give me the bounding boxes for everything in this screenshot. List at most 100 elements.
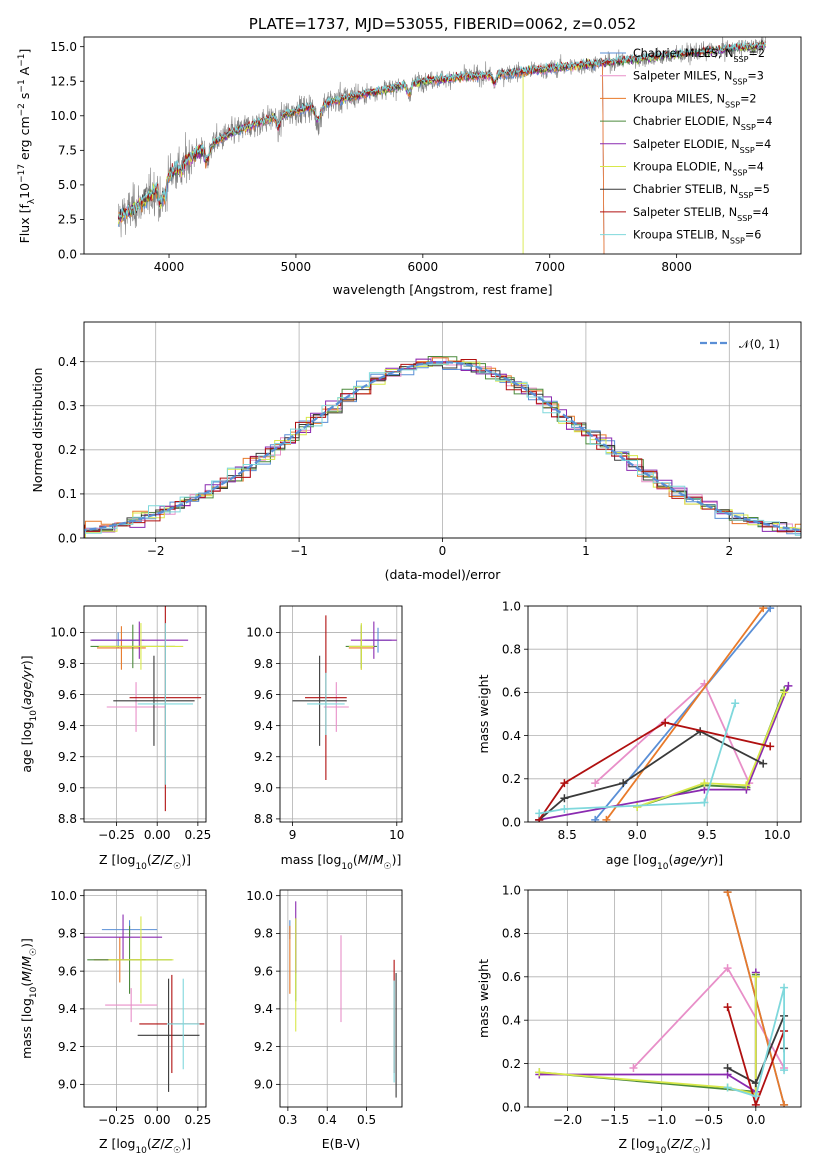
plot-area <box>535 606 793 822</box>
x-tick-label: 8.5 <box>558 828 577 842</box>
label-part: =4 <box>747 161 764 174</box>
weight-line-kroupa_elodie <box>539 976 757 1096</box>
x-tick-label: 7000 <box>534 260 565 274</box>
y-tick-label: 0.6 <box>502 686 521 700</box>
x-axis-label: E(B-V) <box>322 1136 361 1151</box>
y-tick-label: 9.0 <box>58 781 77 795</box>
label-part: −17 <box>17 164 27 183</box>
weight-marker-kroupa_stelib <box>731 699 740 708</box>
label-part: SSP <box>730 236 745 245</box>
y-tick-label: 9.6 <box>58 688 77 702</box>
y-tick-label: 9.4 <box>58 719 77 733</box>
y-tick-label: 0.4 <box>58 355 77 369</box>
y-tick-label: 9.0 <box>254 1078 273 1092</box>
label-part: age/yr <box>19 664 34 705</box>
label-part: s <box>17 93 32 104</box>
label-part: ( <box>666 1136 671 1151</box>
y-tick-label: 0.8 <box>502 643 521 657</box>
weight-marker-kroupa_elodie <box>780 688 789 697</box>
label-part: Salpeter MILES, N <box>633 70 732 83</box>
x-tick-label: 0.0 <box>746 1113 765 1127</box>
y-tick-label: 10.0 <box>246 626 273 640</box>
y-tick-label: 9.8 <box>254 657 273 671</box>
label-part: Chabrier MILES, N <box>633 47 733 60</box>
label-part: age [log <box>19 721 34 772</box>
x-tick-label: 0.3 <box>278 1113 297 1127</box>
weight-line-kroupa_elodie <box>636 692 786 808</box>
y-tick-label: 10.0 <box>50 626 77 640</box>
axes-frame <box>83 889 207 1108</box>
label-part: ( <box>147 852 152 867</box>
y-tick-label: 8.8 <box>58 812 77 826</box>
label-part: Flux [f <box>17 204 32 244</box>
plot-area <box>292 615 397 781</box>
y-axis-label: mass [log10(M/M☉)] <box>19 938 39 1059</box>
weight-marker-kroupa_elodie <box>751 972 760 981</box>
weight-line-kroupa_miles <box>605 607 764 821</box>
y-tick-label: 0.6 <box>502 970 521 984</box>
x-tick-label: −0.5 <box>694 1113 723 1127</box>
x-tick-label: 4000 <box>154 260 185 274</box>
weight-marker-chabrier_miles <box>766 606 775 613</box>
label-part: ☉ <box>173 1146 181 1156</box>
label-part: / <box>369 852 374 867</box>
label-part: 10 <box>17 183 32 199</box>
x-tick-label: 0.00 <box>144 828 171 842</box>
y-tick-label: 0.8 <box>502 927 521 941</box>
y-axis-label: mass weight <box>476 959 491 1038</box>
label-part: ☉ <box>384 862 392 872</box>
x-axis-label: Z [log10(Z/Z☉)] <box>618 1136 710 1156</box>
label-part: SSP <box>732 168 747 177</box>
label-part: Z <box>164 852 174 867</box>
label-part: =4 <box>752 206 769 219</box>
y-tick-label: 9.8 <box>58 657 77 671</box>
weight-line-chabrier_miles <box>594 607 771 821</box>
label-part: Kroupa MILES, N <box>633 92 725 105</box>
label-part: / <box>19 966 34 971</box>
y-axis-label: Flux [fλ10−17 erg cm−2 s−1 A−1] <box>17 49 37 244</box>
x-tick-label: −1.5 <box>600 1113 629 1127</box>
weight-marker-salpeter_miles <box>591 779 600 788</box>
y-tick-label: 10.0 <box>246 889 273 903</box>
y-tick-label: 1.0 <box>502 599 521 613</box>
y-tick-label: 9.4 <box>254 719 273 733</box>
panel-weight_vs_age: 8.5 9.0 9.5 10.0 0.0 0.2 0.4 0.6 0.8 1.0 <box>502 599 802 842</box>
label-part: )] <box>181 852 191 867</box>
label-part: SSP <box>737 213 752 222</box>
x-tick-label: 9 <box>289 828 297 842</box>
y-tick-label: 5.0 <box>58 178 77 192</box>
label-part: )] <box>19 655 34 665</box>
panel-mass_vs_ebv: 0.3 0.4 0.5 9.0 9.2 9.4 9.6 9.8 10.0 <box>246 889 403 1127</box>
legend-label: Salpeter ELODIE, NSSP=4 <box>633 138 771 155</box>
y-tick-label: 9.6 <box>58 964 77 978</box>
x-axis-label: Z [log10(Z/Z☉)] <box>99 852 191 872</box>
model-spectrum-kroupa_stelib <box>117 40 766 220</box>
label-part: A <box>17 66 32 79</box>
legend-label: Chabrier STELIB, NSSP=5 <box>633 183 770 200</box>
y-tick-label: 0.2 <box>502 1057 521 1071</box>
label-part: Z [log <box>99 852 135 867</box>
weight-line-chabrier_stelib <box>538 730 764 821</box>
weight-marker-kroupa_stelib <box>535 809 544 818</box>
x-tick-label: 5000 <box>281 260 312 274</box>
x-axis-label: wavelength [Angstrom, rest frame] <box>332 282 552 297</box>
chart-title: PLATE=1737, MJD=53055, FIBERID=0062, z=0… <box>249 15 636 33</box>
label-part: ☉ <box>693 1146 701 1156</box>
x-tick-label: 0.25 <box>185 828 212 842</box>
label-part: =4 <box>756 115 773 128</box>
x-tick-label: −2.0 <box>553 1113 582 1127</box>
label-part: ( <box>668 852 673 867</box>
label-part: Kroupa ELODIE, N <box>633 161 732 174</box>
legend-label: Chabrier ELODIE, NSSP=4 <box>633 115 772 132</box>
label-part: ( <box>19 705 34 710</box>
legend-label: Salpeter STELIB, NSSP=4 <box>633 206 769 223</box>
x-tick-label: −1 <box>290 544 308 558</box>
weight-line-salpeter_stelib <box>538 721 771 821</box>
y-tick-label: 9.6 <box>254 688 273 702</box>
label-part: −2 <box>17 103 27 116</box>
y-tick-label: 9.2 <box>254 1040 273 1054</box>
panel-weight_vs_Z: −2.0 −1.5 −1.0 −0.5 0.0 0.0 0.2 0.4 0.6 0.8 1.0 <box>502 883 802 1127</box>
axes-frame <box>279 889 403 1108</box>
histogram-salpeter_elodie <box>84 358 801 538</box>
